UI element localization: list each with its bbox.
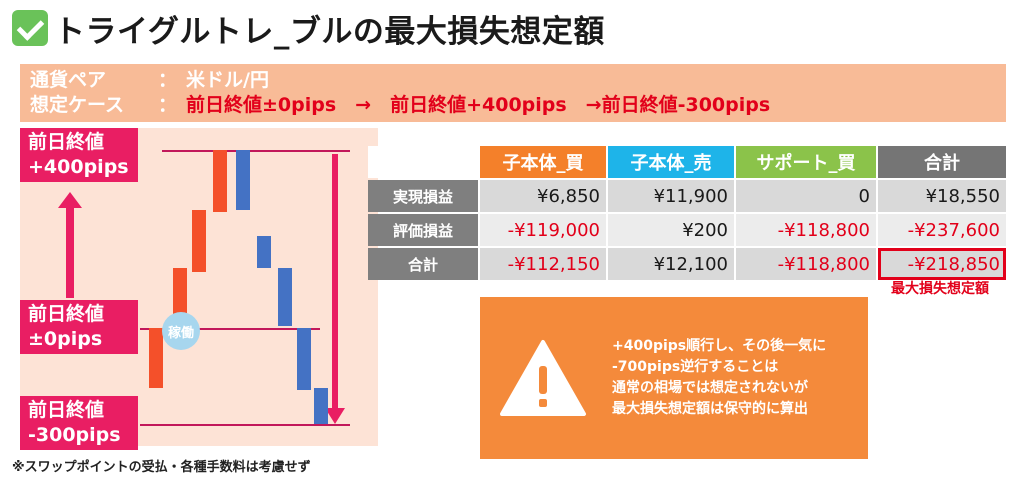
level-line-top [162,150,350,152]
table-header-main-sell: 子本体_売 [608,146,734,178]
case-value: 前日終値±0pips → 前日終値+400pips →前日終値-300pips [186,94,771,116]
info-band: 通貨ペア ： 米ドル/円 想定ケース ： 前日終値±0pips → 前日終値+4… [20,64,1006,122]
table-cell: ¥18,550 [878,180,1006,212]
table-cell: 0 [736,180,876,212]
level-label-top: 前日終値 +400pips [20,128,138,182]
pair-line: 通貨ペア ： 米ドル/円 [30,68,996,93]
row-label-total: 合計 [368,248,478,280]
candle [192,210,206,272]
candle [236,150,250,210]
title-row: トライグルトレ_ブルの最大損失想定額 [12,6,605,50]
down-arrow-icon [325,408,345,424]
table-cell: ¥200 [608,214,734,246]
warning-icon [500,340,586,416]
max-loss-label: 最大損失想定額 [891,281,989,297]
warning-text: +400pips順行し、その後一気に -700pips逆行することは 通常の相場… [612,336,826,420]
table-row: 合計 -¥112,150 ¥12,100 -¥118,800 -¥218,850 [368,248,1006,280]
pl-table: 子本体_買 子本体_売 サポート_買 合計 実現損益 ¥6,850 ¥11,90… [366,144,1008,282]
candle [213,150,227,212]
start-marker: 稼働 [162,312,200,350]
table-row: 実現損益 ¥6,850 ¥11,900 0 ¥18,550 [368,180,1006,212]
row-label-unrealized: 評価損益 [368,214,478,246]
case-line: 想定ケース ： 前日終値±0pips → 前日終値+400pips →前日終値-… [30,93,996,118]
level-label-top-line2: +400pips [28,156,129,178]
case-sep: ： [158,94,178,116]
up-arrow-icon [58,192,82,208]
candle [314,388,328,424]
warning-line: -700pips逆行することは [612,359,779,375]
level-label-mid: 前日終値 ±0pips [20,300,138,354]
warning-line: +400pips順行し、その後一気に [612,338,827,354]
table-cell: ¥12,100 [608,248,734,280]
down-arrow-shaft [332,154,338,412]
table-cell: ¥6,850 [480,180,606,212]
table-cell: -¥112,150 [480,248,606,280]
case-label: 想定ケース [30,94,125,116]
table-header-total: 合計 [878,146,1006,178]
candle [257,236,271,268]
row-label-realized: 実現損益 [368,180,478,212]
table-row: 評価損益 -¥119,000 ¥200 -¥118,800 -¥237,600 [368,214,1006,246]
table-header-main-buy: 子本体_買 [480,146,606,178]
pair-value: 米ドル/円 [186,69,269,91]
candle [149,328,163,388]
level-line-mid [140,328,320,330]
warning-line: 通常の相場では想定されないが [612,380,808,396]
table-cell: -¥237,600 [878,214,1006,246]
table-cell: ¥11,900 [608,180,734,212]
table-cell: -¥118,800 [736,248,876,280]
level-label-bottom: 前日終値 -300pips [20,396,138,450]
level-label-bottom-line1: 前日終値 [28,399,105,421]
level-label-mid-line1: 前日終値 [28,303,105,325]
level-label-top-line1: 前日終値 [28,131,105,153]
table-header-row: 子本体_買 子本体_売 サポート_買 合計 [368,146,1006,178]
footnote: ※スワップポイントの受払・各種手数料は考慮せず [12,460,311,475]
level-line-bottom [140,424,350,426]
level-label-bottom-line2: -300pips [28,424,121,446]
table-cell: -¥118,800 [736,214,876,246]
up-arrow-shaft [66,202,74,298]
check-icon [12,10,48,46]
page-title: トライグルトレ_ブルの最大損失想定額 [54,13,605,50]
warning-line: 最大損失想定額は保守的に算出 [612,401,808,417]
candle [297,328,311,390]
table-header-support-buy: サポート_買 [736,146,876,178]
table-cell: -¥119,000 [480,214,606,246]
candle [278,268,292,326]
pair-sep: ： [158,69,178,91]
pair-label: 通貨ペア [30,69,107,91]
table-header-empty [368,146,478,178]
warning-box: +400pips順行し、その後一気に -700pips逆行することは 通常の相場… [480,297,868,459]
level-label-mid-line2: ±0pips [28,328,103,350]
max-loss-cell: -¥218,850 [878,248,1006,280]
